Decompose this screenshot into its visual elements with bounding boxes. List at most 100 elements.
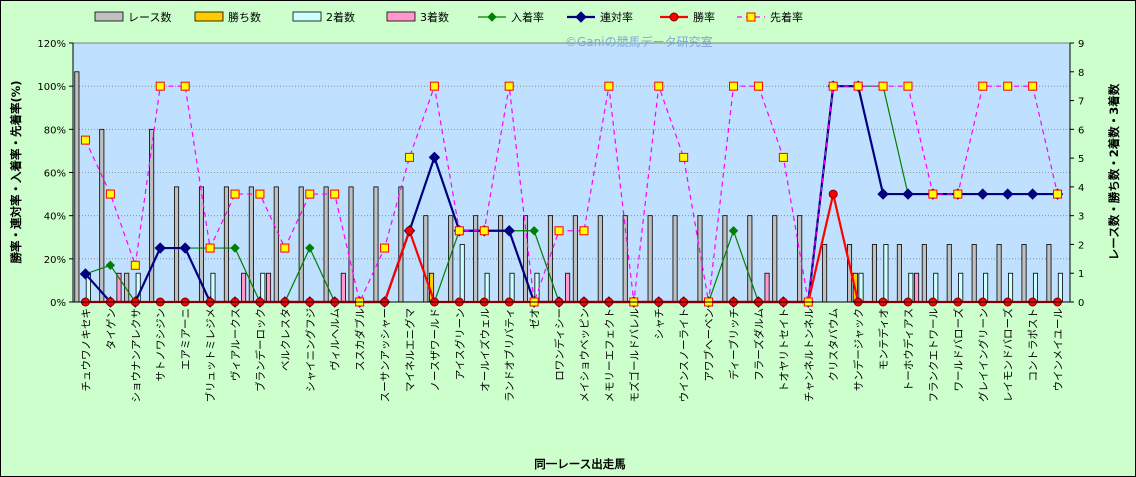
series-line (84, 83, 1059, 304)
bar (1008, 272, 1014, 303)
category-label: アワブヘーベン (703, 308, 716, 382)
data-point (479, 226, 489, 236)
data-point (654, 81, 664, 91)
bar (996, 244, 1002, 303)
data-point (429, 81, 439, 91)
category-labels: チュウワノキセキ タイゲン ショウナンアレクサ サトノワシジン エアミアーニ ブリュットミ… (80, 308, 1064, 403)
bar (298, 186, 304, 303)
category-label: トーホウディアス (902, 308, 915, 391)
bar (883, 244, 889, 303)
left-axis: 0% 20% 40% 60% 80% 100% 120% (37, 39, 1070, 309)
left-tick-label: 0% (50, 298, 66, 309)
bar (822, 244, 828, 303)
data-point (179, 242, 191, 254)
bar (908, 272, 914, 303)
data-point (903, 81, 913, 91)
left-tick-label: 40% (44, 212, 66, 223)
legend-marker (487, 12, 497, 22)
left-axis-title: 勝率・連対率・入着率・先着率(%) (9, 80, 23, 263)
bar (871, 244, 877, 303)
legend: レース数 勝ち数 2着数 3着数 入着率 連対率 勝率 先着率 (94, 10, 803, 24)
right-tick-label: 5 (1078, 154, 1084, 165)
category-label: フラーズダルム (752, 308, 765, 381)
left-tick-label: 120% (37, 39, 66, 50)
data-point (79, 268, 92, 280)
legend-swatch (94, 11, 124, 22)
category-label: チュウワノキセキ (80, 308, 92, 391)
data-point (80, 135, 90, 145)
bar (484, 272, 490, 303)
category-label: モズゴールドバレル (628, 308, 641, 403)
data-point (305, 189, 315, 199)
category-label: シャイニングフジ (304, 308, 317, 392)
bar (340, 272, 346, 303)
category-label: ヴィルヘルム (329, 308, 342, 371)
right-tick-label: 6 (1078, 125, 1084, 136)
bar (647, 215, 653, 303)
data-point (1053, 189, 1063, 199)
category-label: タイゲン (105, 308, 117, 350)
category-label: コントラポスト (1028, 308, 1040, 382)
data-point (155, 81, 165, 91)
category-label: ブランデーロック (254, 308, 267, 392)
bar (764, 272, 770, 303)
data-point (753, 81, 763, 91)
bar (348, 186, 354, 303)
right-tick-label: 8 (1078, 68, 1084, 79)
right-tick-label: 3 (1078, 212, 1084, 223)
right-tick-label: 1 (1078, 269, 1084, 280)
legend-label: 連対率 (600, 10, 633, 24)
bar (858, 272, 864, 303)
bar (797, 215, 803, 303)
data-point (205, 243, 215, 253)
bar (896, 244, 902, 303)
bar (914, 272, 920, 303)
right-tick-label: 9 (1078, 39, 1084, 50)
bar (547, 215, 553, 303)
bar (174, 186, 180, 303)
bar (373, 186, 379, 303)
data-point (828, 189, 838, 199)
data-point (428, 151, 441, 164)
legend-label: 先着率 (770, 10, 803, 24)
category-label: ススカダブル (354, 308, 367, 371)
x-axis-title: 同一レース出走馬 (534, 457, 625, 471)
category-label: フランクエトワール (928, 308, 940, 403)
data-point (230, 243, 240, 253)
right-tick-label: 7 (1078, 97, 1084, 108)
legend-swatch (386, 11, 416, 22)
category-label: ランドオブリバティ (503, 308, 516, 402)
data-point (503, 225, 515, 237)
bar (1032, 272, 1038, 303)
category-label: アイスグリーン (453, 308, 466, 380)
data-point (877, 188, 889, 200)
category-label: マイネルエニグマ (403, 308, 416, 392)
data-point (679, 152, 689, 162)
category-label: シャチ (654, 308, 666, 340)
bar (99, 128, 105, 303)
data-point (454, 226, 464, 236)
category-label: ゼオ (529, 308, 541, 329)
bar (921, 244, 927, 303)
bar (1021, 244, 1027, 303)
data-point (828, 81, 838, 91)
right-tick-label: 4 (1078, 183, 1084, 194)
data-point (404, 226, 414, 236)
data-point (255, 189, 265, 199)
legend-label: 勝ち数 (228, 10, 261, 24)
category-label: サンデージャック (852, 308, 865, 391)
bar (223, 186, 229, 303)
data-point (1001, 188, 1014, 200)
category-label: グレイイングリーン (977, 308, 990, 402)
right-tick-label: 0 (1078, 298, 1084, 309)
bar (423, 215, 429, 303)
legend-marker (575, 11, 587, 23)
category-label: エアミアーニ (180, 308, 192, 370)
bar (933, 272, 939, 303)
data-point (778, 152, 788, 162)
bar (958, 272, 964, 303)
data-point (380, 243, 390, 253)
legend-label: 3着数 (420, 10, 449, 24)
bar (983, 272, 989, 303)
